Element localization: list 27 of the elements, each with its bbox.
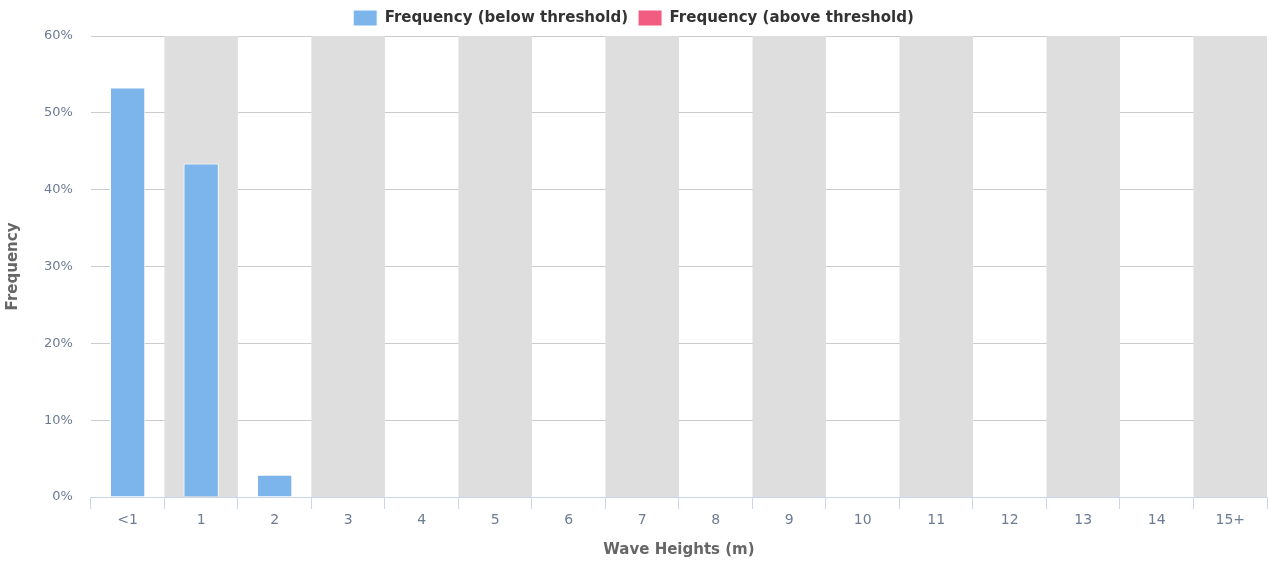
y-axis-title: Frequency [2, 222, 21, 311]
x-tick-label: 13 [1074, 510, 1093, 527]
x-axis-title: Wave Heights (m) [603, 539, 755, 558]
x-tick-label: 7 [637, 510, 647, 527]
x-tick-label: 4 [417, 510, 427, 527]
y-tick-label: 0% [52, 488, 73, 504]
x-tick-label: <1 [117, 510, 138, 527]
x-tick-label: 8 [711, 510, 721, 527]
x-tick-label: 10 [853, 510, 872, 527]
legend-label: Frequency (above threshold) [669, 7, 914, 26]
y-tick-label: 60% [43, 27, 73, 43]
x-tick-label: 6 [564, 510, 574, 527]
x-tick-label: 3 [343, 510, 353, 527]
y-tick-label: 50% [43, 104, 73, 120]
legend-label: Frequency (below threshold) [384, 7, 629, 26]
y-tick-label: 10% [43, 411, 73, 427]
x-tick-label: 9 [784, 510, 794, 527]
x-tick-label: 1 [196, 510, 206, 527]
x-tick-label: 11 [927, 510, 946, 527]
y-tick-label: 40% [43, 181, 73, 197]
x-tick-label: 12 [1000, 510, 1019, 527]
x-tick-label: 5 [490, 510, 500, 527]
x-tick-label: 15+ [1215, 510, 1246, 527]
x-tick-label: 14 [1147, 510, 1166, 527]
x-tick-label: 2 [270, 510, 280, 527]
y-tick-label: 30% [43, 257, 73, 273]
y-tick-label: 20% [43, 334, 73, 350]
